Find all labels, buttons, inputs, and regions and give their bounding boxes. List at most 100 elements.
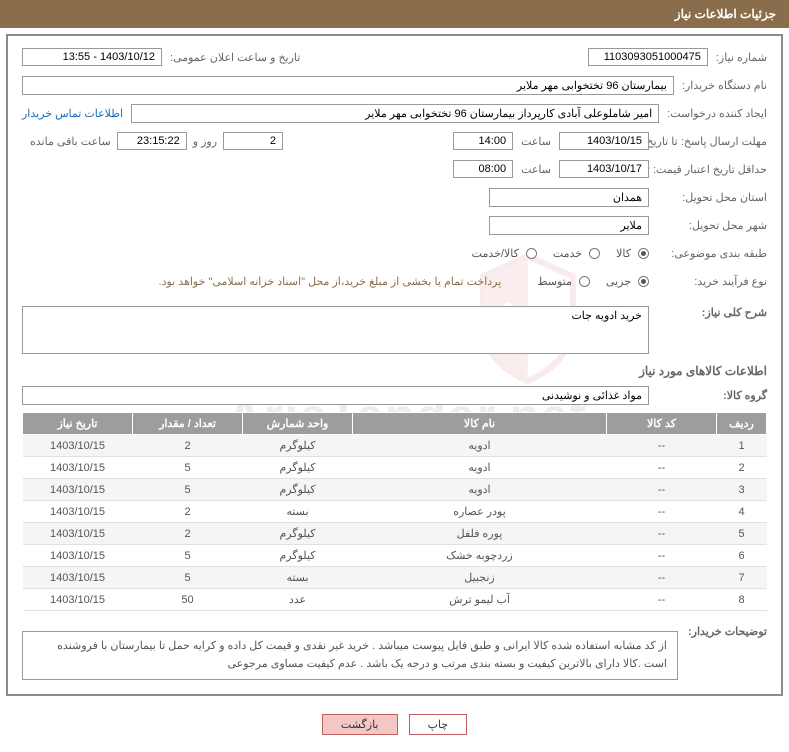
- group-label: گروه کالا:: [657, 389, 767, 402]
- validity-date: 1403/10/17: [559, 160, 649, 178]
- cell-qty: 2: [133, 501, 243, 523]
- cell-date: 1403/10/15: [23, 457, 133, 479]
- row-process: نوع فرآیند خرید: جزیی متوسط پرداخت تمام …: [22, 270, 767, 292]
- cell-unit: کیلوگرم: [243, 479, 353, 501]
- cell-row: 7: [717, 567, 767, 589]
- th-row: ردیف: [717, 413, 767, 435]
- group-value: مواد غذائی و نوشیدنی: [22, 386, 649, 405]
- radio-service[interactable]: [589, 248, 600, 259]
- requester-label: ایجاد کننده درخواست:: [667, 107, 767, 120]
- cell-date: 1403/10/15: [23, 479, 133, 501]
- deadline-label: مهلت ارسال پاسخ: تا تاریخ:: [657, 135, 767, 148]
- cell-date: 1403/10/15: [23, 523, 133, 545]
- radio-both[interactable]: [526, 248, 537, 259]
- cell-unit: بسته: [243, 567, 353, 589]
- city-value: ملایر: [489, 216, 649, 235]
- cell-code: --: [607, 523, 717, 545]
- table-row: 4--پودر عصارهبسته21403/10/15: [23, 501, 767, 523]
- cell-qty: 5: [133, 545, 243, 567]
- process-label: نوع فرآیند خرید:: [657, 275, 767, 288]
- cell-qty: 5: [133, 457, 243, 479]
- cell-name: ادویه: [353, 435, 607, 457]
- need-no-label: شماره نیاز:: [716, 51, 767, 64]
- cell-code: --: [607, 501, 717, 523]
- back-button[interactable]: بازگشت: [322, 714, 398, 735]
- th-unit: واحد شمارش: [243, 413, 353, 435]
- row-requester: ایجاد کننده درخواست: امیر شاملوعلی آبادی…: [22, 102, 767, 124]
- cell-unit: کیلوگرم: [243, 457, 353, 479]
- days-label: روز و: [193, 135, 217, 148]
- radio-small-label: جزیی: [606, 275, 631, 288]
- print-button[interactable]: چاپ: [409, 714, 468, 735]
- cell-code: --: [607, 435, 717, 457]
- announce-value: 1403/10/12 - 13:55: [22, 48, 162, 66]
- cell-qty: 2: [133, 435, 243, 457]
- cell-row: 4: [717, 501, 767, 523]
- cell-unit: عدد: [243, 589, 353, 611]
- cell-qty: 5: [133, 479, 243, 501]
- validity-time: 08:00: [453, 160, 513, 178]
- row-city: شهر محل تحویل: ملایر: [22, 214, 767, 236]
- cell-qty: 50: [133, 589, 243, 611]
- cell-code: --: [607, 479, 717, 501]
- radio-small[interactable]: [638, 276, 649, 287]
- main-content: AriaTender.net شماره نیاز: 1103093051000…: [6, 34, 783, 696]
- need-no-value: 1103093051000475: [588, 48, 708, 66]
- category-radio-group: کالا خدمت کالا/خدمت: [460, 247, 649, 260]
- validity-label: حداقل تاریخ اعتبار قیمت: تا تاریخ:: [657, 163, 767, 176]
- hours-remain: 23:15:22: [117, 132, 187, 150]
- goods-section-title: اطلاعات کالاهای مورد نیاز: [22, 364, 767, 378]
- row-buyer-desc: توضیحات خریدار: از کد مشابه استفاده شده …: [22, 621, 767, 680]
- radio-service-label: خدمت: [553, 247, 582, 260]
- button-row: چاپ بازگشت: [0, 708, 789, 741]
- cell-name: زنجبیل: [353, 567, 607, 589]
- cell-row: 1: [717, 435, 767, 457]
- cell-unit: کیلوگرم: [243, 435, 353, 457]
- days-remain: 2: [223, 132, 283, 150]
- city-label: شهر محل تحویل:: [657, 219, 767, 232]
- row-need-number: شماره نیاز: 1103093051000475 تاریخ و ساع…: [22, 46, 767, 68]
- radio-medium[interactable]: [579, 276, 590, 287]
- cell-date: 1403/10/15: [23, 435, 133, 457]
- th-code: کد کالا: [607, 413, 717, 435]
- cell-date: 1403/10/15: [23, 501, 133, 523]
- cell-row: 3: [717, 479, 767, 501]
- radio-goods-label: کالا: [616, 247, 631, 260]
- th-qty: تعداد / مقدار: [133, 413, 243, 435]
- buyer-desc-value: از کد مشابه استفاده شده کالا ایرانی و طب…: [22, 631, 678, 680]
- hours-label: ساعت باقی مانده: [30, 135, 111, 148]
- table-row: 3--ادویهکیلوگرم51403/10/15: [23, 479, 767, 501]
- th-date: تاریخ نیاز: [23, 413, 133, 435]
- buyer-contact-link[interactable]: اطلاعات تماس خریدار: [22, 107, 123, 120]
- cell-date: 1403/10/15: [23, 589, 133, 611]
- row-buyer-org: نام دستگاه خریدار: بیمارستان 96 تختخوابی…: [22, 74, 767, 96]
- th-name: نام کالا: [353, 413, 607, 435]
- goods-table: ردیف کد کالا نام کالا واحد شمارش تعداد /…: [22, 412, 767, 611]
- row-validity: حداقل تاریخ اعتبار قیمت: تا تاریخ: 1403/…: [22, 158, 767, 180]
- buyer-org-label: نام دستگاه خریدار:: [682, 79, 767, 92]
- cell-qty: 5: [133, 567, 243, 589]
- cell-code: --: [607, 457, 717, 479]
- radio-goods[interactable]: [638, 248, 649, 259]
- table-row: 8--آب لیمو ترشعدد501403/10/15: [23, 589, 767, 611]
- category-label: طبقه بندی موضوعی:: [657, 247, 767, 260]
- cell-name: آب لیمو ترش: [353, 589, 607, 611]
- row-province: استان محل تحویل: همدان: [22, 186, 767, 208]
- province-label: استان محل تحویل:: [657, 191, 767, 204]
- deadline-time: 14:00: [453, 132, 513, 150]
- cell-unit: کیلوگرم: [243, 545, 353, 567]
- announce-label: تاریخ و ساعت اعلان عمومی:: [170, 51, 300, 64]
- row-group: گروه کالا: مواد غذائی و نوشیدنی: [22, 384, 767, 406]
- process-radio-group: جزیی متوسط: [525, 275, 649, 288]
- requester-value: امیر شاملوعلی آبادی کارپرداز بیمارستان 9…: [131, 104, 659, 123]
- cell-code: --: [607, 545, 717, 567]
- cell-row: 2: [717, 457, 767, 479]
- table-row: 2--ادویهکیلوگرم51403/10/15: [23, 457, 767, 479]
- page-header: جزئیات اطلاعات نیاز: [0, 0, 789, 28]
- payment-note: پرداخت تمام یا بخشی از مبلغ خرید،از محل …: [159, 275, 502, 288]
- summary-label: شرح کلی نیاز:: [657, 306, 767, 319]
- row-summary: شرح کلی نیاز: خرید ادویه جات: [22, 306, 767, 354]
- table-row: 7--زنجبیلبسته51403/10/15: [23, 567, 767, 589]
- cell-unit: بسته: [243, 501, 353, 523]
- cell-code: --: [607, 589, 717, 611]
